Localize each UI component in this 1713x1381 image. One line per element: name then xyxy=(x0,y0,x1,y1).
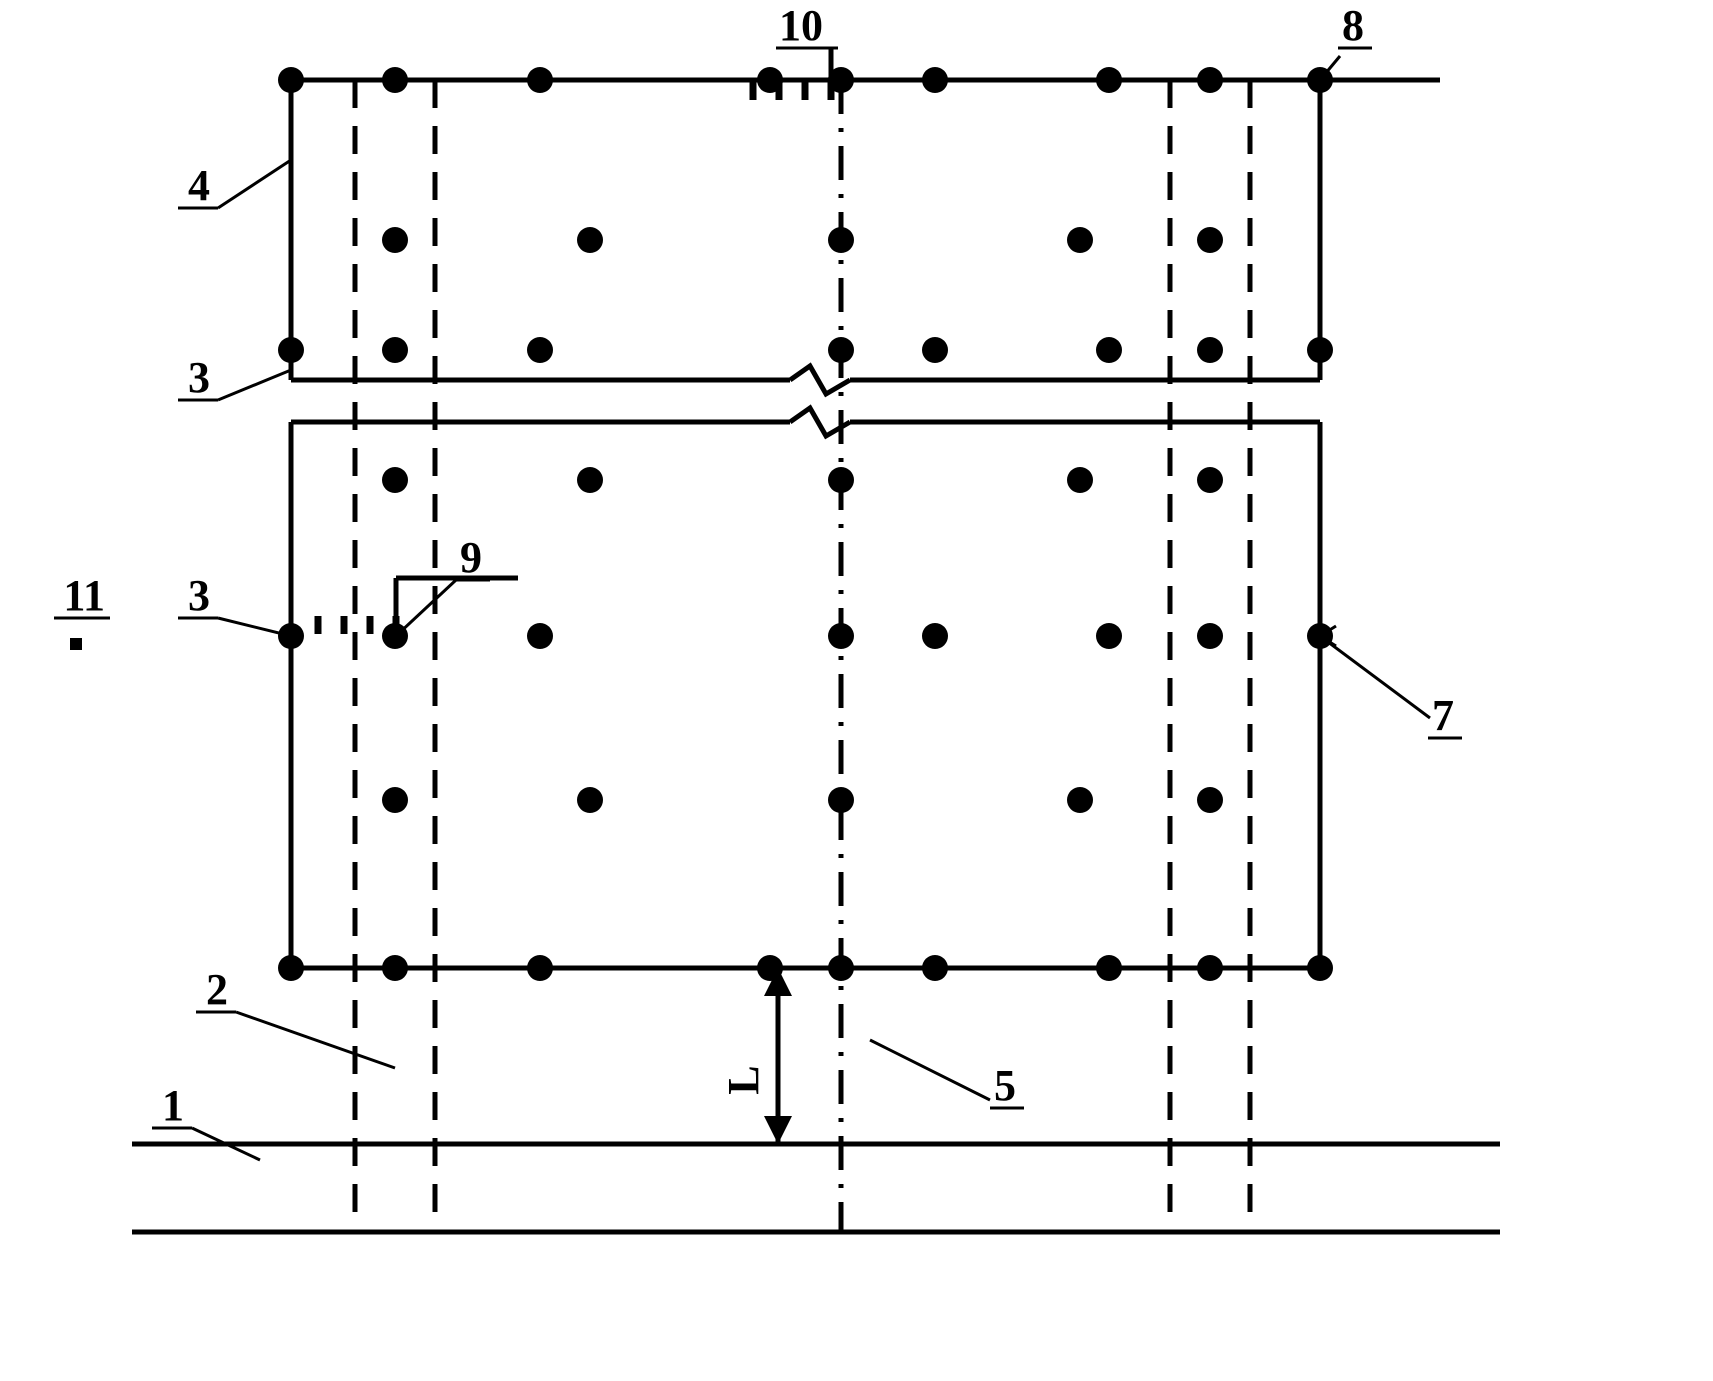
svg-text:4: 4 xyxy=(188,161,210,210)
svg-text:11: 11 xyxy=(63,571,105,620)
engineering-diagram: L 10 8 4 3 11 3 9 7 2 5 1 xyxy=(0,0,1713,1381)
svg-text:9: 9 xyxy=(460,533,482,582)
svg-text:10: 10 xyxy=(779,1,823,50)
svg-text:5: 5 xyxy=(994,1061,1016,1110)
svg-text:1: 1 xyxy=(162,1081,184,1130)
svg-text:2: 2 xyxy=(206,965,228,1014)
svg-text:3: 3 xyxy=(188,571,210,620)
svg-text:7: 7 xyxy=(1432,691,1454,740)
svg-text:L: L xyxy=(719,1065,768,1094)
svg-text:3: 3 xyxy=(188,353,210,402)
svg-text:8: 8 xyxy=(1342,1,1364,50)
